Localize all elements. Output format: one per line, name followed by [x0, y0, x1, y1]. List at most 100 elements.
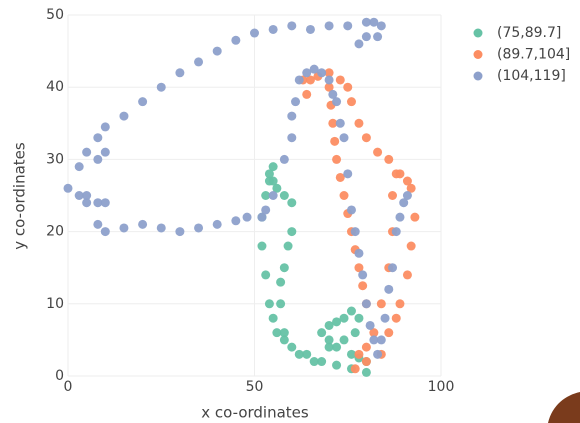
point [194, 223, 204, 233]
point [309, 64, 319, 74]
point [324, 335, 334, 345]
point [406, 241, 416, 251]
point [373, 147, 383, 157]
point [369, 335, 379, 345]
point [358, 270, 368, 280]
series [298, 68, 420, 374]
point [194, 57, 204, 67]
point [346, 205, 356, 215]
y-axis-label: y co-ordinates [11, 142, 29, 250]
point [138, 97, 148, 107]
series [63, 17, 412, 359]
point [339, 335, 349, 345]
point [268, 24, 278, 34]
point [402, 270, 412, 280]
point [74, 162, 84, 172]
point [302, 349, 312, 359]
point [365, 320, 375, 330]
point [354, 118, 364, 128]
point [361, 17, 371, 27]
point [287, 198, 297, 208]
point [324, 75, 334, 85]
point [332, 360, 342, 370]
point [358, 281, 368, 291]
point [406, 183, 416, 193]
point [361, 357, 371, 367]
point [384, 284, 394, 294]
point [346, 349, 356, 359]
point [268, 176, 278, 186]
point [156, 82, 166, 92]
point [402, 191, 412, 200]
point [361, 133, 371, 143]
y-tick-label: 0 [55, 368, 64, 384]
point [268, 162, 278, 172]
point [93, 133, 103, 143]
point [279, 328, 289, 338]
point [268, 313, 278, 323]
point [395, 212, 405, 222]
point [330, 136, 340, 146]
point [74, 191, 84, 200]
point [354, 263, 364, 273]
point [335, 172, 345, 182]
point [261, 270, 271, 280]
point [317, 328, 327, 338]
point [324, 21, 334, 31]
legend-label: (89.7,104] [497, 47, 570, 63]
point [343, 21, 353, 31]
point [354, 248, 364, 258]
point [373, 32, 383, 42]
point [324, 68, 334, 78]
point [343, 82, 353, 92]
point [399, 198, 409, 208]
point [294, 75, 304, 85]
point [361, 342, 371, 352]
point [410, 212, 420, 222]
point [231, 35, 241, 45]
point [93, 198, 103, 208]
point [332, 97, 342, 107]
point [302, 68, 312, 78]
point [119, 223, 129, 233]
point [395, 299, 405, 309]
point [339, 313, 349, 323]
point [361, 299, 371, 309]
point [272, 183, 282, 193]
point [283, 241, 293, 251]
point [388, 191, 398, 200]
point [391, 313, 401, 323]
point [294, 349, 304, 359]
point [250, 28, 259, 38]
point [261, 205, 271, 215]
point [261, 191, 271, 200]
point [350, 227, 360, 237]
point [354, 39, 364, 49]
point [309, 357, 319, 367]
point [384, 328, 394, 338]
y-tick-label: 10 [46, 296, 64, 312]
y-tick-label: 50 [46, 7, 64, 23]
point [361, 32, 371, 42]
point [350, 328, 360, 338]
point [332, 342, 342, 352]
point [279, 263, 289, 273]
point [268, 191, 278, 200]
point [212, 46, 222, 56]
point [287, 21, 297, 31]
point [369, 328, 379, 338]
point [100, 198, 110, 208]
point [82, 198, 92, 208]
y-tick-label: 30 [46, 151, 64, 167]
x-tick-label: 50 [246, 379, 264, 395]
point [63, 183, 73, 193]
legend-marker [473, 71, 483, 81]
point [376, 299, 386, 309]
point [384, 154, 394, 164]
point [242, 212, 252, 222]
legend-label: (104,119] [497, 68, 566, 84]
point [100, 147, 110, 157]
point [376, 21, 386, 31]
point [317, 68, 327, 78]
point [354, 349, 364, 359]
